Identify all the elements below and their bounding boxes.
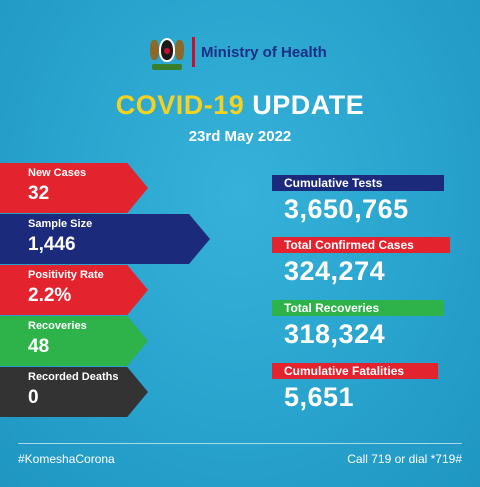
stat-label: Recoveries <box>28 320 87 332</box>
stat-value: 48 <box>28 336 50 357</box>
kenya-coat-of-arms-icon <box>150 32 184 72</box>
total-recoveries-value: 318,324 <box>284 319 386 349</box>
stat-value: 2.2% <box>28 285 72 306</box>
stat-value: 1,446 <box>28 234 76 255</box>
title-covid: COVID-19 <box>115 90 245 120</box>
ministry-name: Ministry of Health <box>201 43 327 61</box>
header: Ministry of Health <box>150 30 327 74</box>
stat-value: 0 <box>28 387 39 408</box>
total-confirmed-cases-label: Total Confirmed Cases <box>272 237 450 253</box>
cumulative-tests-value: 3,650,765 <box>284 194 409 224</box>
stat-label: Positivity Rate <box>28 269 104 281</box>
stat-label: New Cases <box>28 167 87 179</box>
page-title: COVID-19 UPDATE <box>0 90 480 121</box>
stat-recorded-deaths: Recorded Deaths 0 <box>0 367 148 417</box>
cumulative-tests-label: Cumulative Tests <box>272 175 444 191</box>
footer-divider <box>18 443 462 444</box>
header-divider <box>192 37 195 67</box>
stat-value: 32 <box>28 183 50 204</box>
stat-sample-size: Sample Size 1,446 <box>0 214 210 264</box>
stat-recoveries: Recoveries 48 <box>0 316 148 366</box>
total-confirmed-cases-value: 324,274 <box>284 256 386 286</box>
cumulative-fatalities-value: 5,651 <box>284 382 355 412</box>
stat-label: Recorded Deaths <box>28 371 119 383</box>
title-update: UPDATE <box>252 90 365 120</box>
cumulative-fatalities-label: Cumulative Fatalities <box>272 363 438 379</box>
update-date: 23rd May 2022 <box>188 128 292 145</box>
hotline-text: Call 719 or dial *719# <box>347 452 462 466</box>
hashtag: #KomeshaCorona <box>18 452 115 466</box>
stat-positivity-rate: Positivity Rate 2.2% <box>0 265 148 315</box>
stat-new-cases: New Cases 32 <box>0 163 148 213</box>
total-recoveries-label: Total Recoveries <box>272 300 444 316</box>
stat-label: Sample Size <box>28 218 93 230</box>
